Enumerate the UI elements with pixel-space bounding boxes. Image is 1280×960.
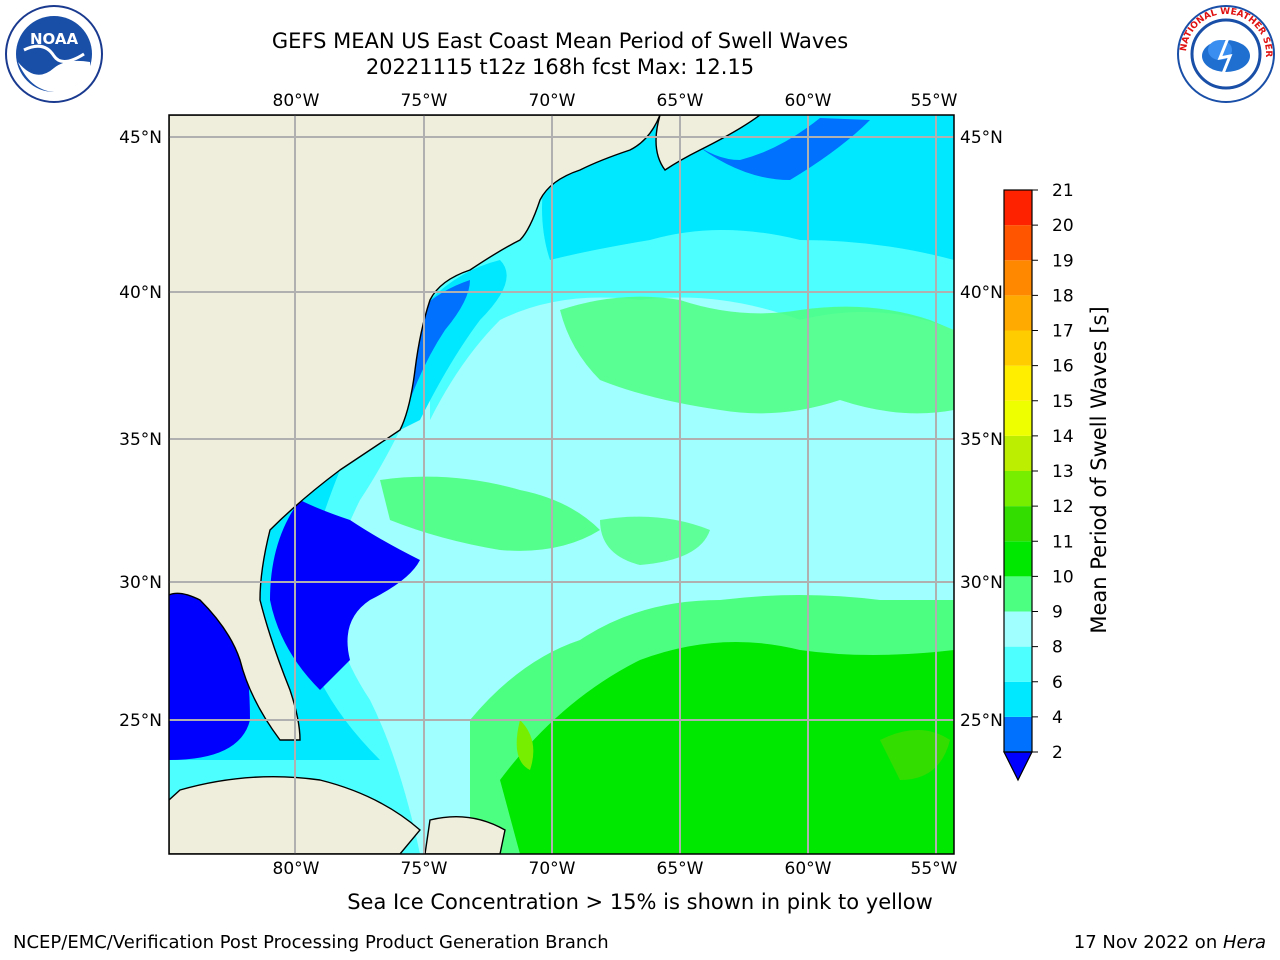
swell-max-patch (516, 720, 534, 770)
colorbar-segment (1004, 365, 1032, 401)
sea-ice-note: Sea Ice Concentration > 15% is shown in … (347, 890, 933, 914)
map-gridlines (169, 115, 954, 854)
generation-date-text: 17 Nov 2022 on (1073, 932, 1223, 953)
lat-tick-left: 35°N (119, 430, 162, 450)
noaa-logo-text: NOAA (30, 30, 79, 48)
colorbar-tick-label: 14 (1052, 427, 1074, 447)
lon-tick-bottom: 65°W (657, 859, 704, 879)
lon-tick-top: 75°W (401, 91, 448, 111)
swell-zone-gulf-of-maine-2-4s (690, 118, 870, 180)
swell-zone-central-9-10s (600, 516, 710, 565)
colorbar-segment (1004, 611, 1032, 647)
north-america-land (169, 115, 661, 741)
hispaniola-land (424, 815, 506, 854)
swell-zone-east-11-12s (880, 730, 950, 780)
colorbar-segment (1004, 225, 1032, 261)
lat-tick-left: 40°N (119, 283, 162, 303)
colorbar-segment (1004, 576, 1032, 612)
swell-zone-offshore-carolina-9-10s (380, 476, 600, 551)
colorbar-segment (1004, 330, 1032, 366)
colorbar-segment (1004, 295, 1032, 331)
colorbar-tick-label: 19 (1052, 251, 1074, 271)
lon-tick-bottom: 60°W (785, 859, 832, 879)
colorbar-tick-label: 15 (1052, 392, 1074, 412)
colorbar-label: Mean Period of Swell Waves [s] (1087, 306, 1111, 633)
map-frame (168, 114, 955, 855)
lon-tick-top: 70°W (529, 91, 576, 111)
lat-tick-right: 40°N (960, 283, 1003, 303)
colorbar-tick-label: 4 (1052, 708, 1063, 728)
colorbar-tick-label: 21 (1052, 181, 1074, 201)
producer-credit: NCEP/EMC/Verification Post Processing Pr… (13, 932, 609, 953)
noaa-logo: NOAA (5, 5, 103, 103)
lat-tick-right: 30°N (960, 573, 1003, 593)
lat-tick-left: 30°N (119, 573, 162, 593)
generation-date: 17 Nov 2022 on Hera (1074, 932, 1266, 953)
colorbar-tick-label: 18 (1052, 286, 1074, 306)
lat-tick-right: 45°N (960, 128, 1003, 148)
lon-tick-top: 65°W (657, 91, 704, 111)
lon-tick-bottom: 55°W (911, 859, 958, 879)
lat-tick-right: 25°N (960, 711, 1003, 731)
nova-scotia-land (655, 115, 762, 171)
lon-tick-top: 55°W (911, 91, 958, 111)
colorbar-segment (1004, 260, 1032, 296)
lat-tick-left: 25°N (119, 711, 162, 731)
map-field (169, 115, 954, 854)
colorbar-segment (1004, 506, 1032, 542)
colorbar-tick-label: 9 (1052, 603, 1063, 623)
colorbar-ticks: 2 4 6 8 9 10 11 12 13 14 15 16 17 18 19 20 21 (1032, 181, 1074, 763)
swell-zone-southeast-below-2s (270, 500, 420, 690)
swell-zone-southern-10-11s (500, 642, 954, 854)
colorbar-tick-label: 13 (1052, 462, 1074, 482)
colorbar-tick-label: 20 (1052, 216, 1074, 236)
colorbar-tick-label: 17 (1052, 322, 1074, 342)
lat-tick-left: 45°N (119, 128, 162, 148)
colorbar-extend-triangle (1003, 751, 1033, 782)
colorbar (1003, 189, 1033, 782)
colorbar-tick-label: 8 (1052, 638, 1063, 658)
lon-tick-bottom: 70°W (529, 859, 576, 879)
lat-tick-right: 35°N (960, 430, 1003, 450)
nws-logo: NATIONAL WEATHER SERVICE (1176, 4, 1275, 103)
chart-title-line-2: 20221115 t12z 168h fcst Max: 12.15 (365, 55, 755, 79)
colorbar-tick-label: 10 (1052, 567, 1074, 587)
colorbar-tick-label: 12 (1052, 497, 1074, 517)
swell-zone-mid-atlantic-4-6s (400, 260, 507, 430)
colorbar-segment (1004, 541, 1032, 577)
lon-tick-top: 60°W (785, 91, 832, 111)
colorbar-segment (1004, 435, 1032, 471)
colorbar-segment (1004, 190, 1032, 226)
lon-tick-bottom: 75°W (401, 859, 448, 879)
lon-tick-top: 80°W (273, 91, 320, 111)
generation-host: Hera (1222, 932, 1266, 953)
lon-tick-bottom: 80°W (273, 859, 320, 879)
colorbar-tick-label: 11 (1052, 532, 1074, 552)
colorbar-tick-label: 16 (1052, 357, 1074, 377)
swell-zone-northern-4-6s (542, 115, 954, 260)
swell-zone-mid-9-10s (560, 296, 954, 414)
colorbar-segment (1004, 681, 1032, 717)
colorbar-segment (1004, 400, 1032, 436)
colorbar-segment (1004, 716, 1032, 752)
colorbar-segment (1004, 646, 1032, 682)
colorbar-tick-label: 6 (1052, 673, 1063, 693)
chart-title-line-1: GEFS MEAN US East Coast Mean Period of S… (271, 29, 849, 53)
colorbar-segment (1004, 471, 1032, 507)
colorbar-tick-label: 2 (1052, 743, 1063, 763)
